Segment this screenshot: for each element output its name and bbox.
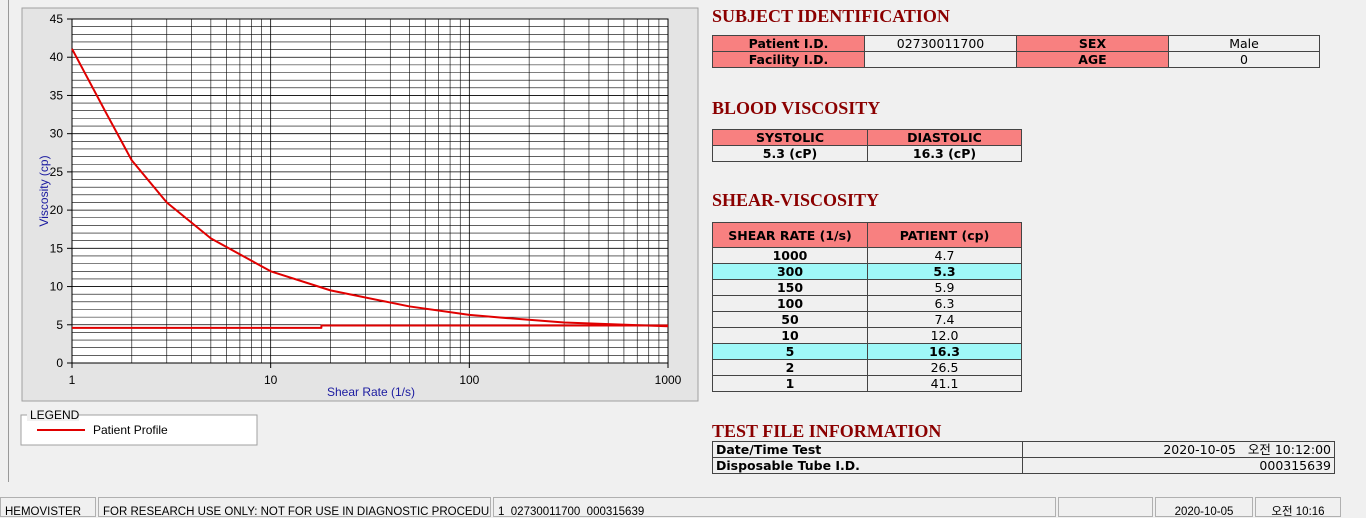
header-cell: SYSTOLIC: [712, 129, 868, 146]
plot-area: [71, 18, 669, 364]
header-cell: PATIENT (cp): [867, 222, 1022, 248]
shear-table: SHEAR RATE (1/s) PATIENT (cp) 1000 4.7 300…: [712, 222, 1022, 392]
status-cell: [1058, 497, 1153, 517]
y-tick-label: 20: [50, 203, 64, 217]
value-cell: [864, 51, 1017, 68]
value-cell: Male: [1168, 35, 1320, 52]
data-line: [72, 324, 668, 329]
shear-rate-cell: 2: [712, 359, 868, 376]
shear-rate-cell: 1000: [712, 247, 868, 264]
blood-table: SYSTOLIC DIASTOLIC 5.3 (cP) 16.3 (cP): [712, 129, 1022, 162]
section-title: BLOOD VISCOSITY: [712, 98, 881, 118]
y-tick-label: 0: [56, 356, 63, 370]
value-cell: 000315639: [1022, 457, 1335, 474]
viscosity-cell: 4.7: [867, 247, 1022, 264]
subject-table: Patient I.D. 02730011700 SEX Male Facili…: [712, 35, 1320, 68]
legend-label: Patient Profile: [93, 423, 168, 437]
row: Facility I.D. AGE 0: [712, 51, 1320, 68]
label-cell: Disposable Tube I.D.: [712, 457, 1023, 474]
x-tick-label: 100: [459, 373, 479, 387]
y-tick-label: 10: [50, 280, 64, 294]
viscosity-cell: 6.3: [867, 295, 1022, 312]
status-cell: 2020-10-05: [1155, 497, 1253, 517]
y-axis-label: Viscosity (cp): [37, 155, 51, 226]
legend-title-bg: [27, 409, 79, 421]
status-cell: FOR RESEARCH USE ONLY: NOT FOR USE IN DI…: [98, 497, 491, 517]
shear-rate-cell: 5: [712, 343, 868, 360]
y-tick-label: 30: [50, 127, 64, 141]
status-bar: HEMOVISTER FOR RESEARCH USE ONLY: NOT FO…: [0, 497, 1366, 518]
row: 300 5.3: [712, 263, 1022, 280]
viscosity-cell: 5.9: [867, 279, 1022, 296]
status-cell: HEMOVISTER: [0, 497, 96, 517]
x-tick-label: 1: [69, 373, 76, 387]
shear-rate-cell: 150: [712, 279, 868, 296]
viscosity-cell: 41.1: [867, 375, 1022, 392]
viscosity-cell: 5.3: [867, 263, 1022, 280]
label-cell: SEX: [1016, 35, 1169, 52]
row: 50 7.4: [712, 311, 1022, 328]
x-axis-label: Shear Rate (1/s): [327, 385, 415, 399]
row: 100 6.3: [712, 295, 1022, 312]
shear-rate-cell: 1: [712, 375, 868, 392]
row: 10 12.0: [712, 327, 1022, 344]
data-line: [71, 48, 669, 328]
header-cell: DIASTOLIC: [867, 129, 1022, 146]
value-cell: 2020-10-05 오전 10:12:00: [1022, 441, 1335, 458]
section-title: SHEAR-VISCOSITY: [712, 190, 880, 210]
row: 150 5.9: [712, 279, 1022, 296]
row: SHEAR RATE (1/s) PATIENT (cp): [712, 222, 1022, 248]
x-tick-label: 1000: [655, 373, 682, 387]
status-cell: 오전 10:16: [1255, 497, 1341, 517]
shear-rate-cell: 100: [712, 295, 868, 312]
row: 5.3 (cP) 16.3 (cP): [712, 145, 1022, 162]
value-cell: 5.3 (cP): [712, 145, 868, 162]
viscosity-cell: 26.5: [867, 359, 1022, 376]
y-tick-label: 5: [56, 318, 63, 332]
row: 2 26.5: [712, 359, 1022, 376]
row: Patient I.D. 02730011700 SEX Male: [712, 35, 1320, 52]
label-cell: Patient I.D.: [712, 35, 865, 52]
y-tick-label: 35: [50, 88, 64, 102]
section-title: SUBJECT IDENTIFICATION: [712, 6, 950, 26]
section-title: TEST FILE INFORMATION: [712, 421, 942, 441]
row: 1000 4.7: [712, 247, 1022, 264]
test-file-table: Date/Time Test 2020-10-05 오전 10:12:00 Di…: [712, 441, 1335, 474]
y-tick-label: 15: [50, 241, 64, 255]
row: 5 16.3: [712, 343, 1022, 360]
value-cell: 16.3 (cP): [867, 145, 1022, 162]
status-cell: 1 02730011700 000315639: [493, 497, 1056, 517]
value-cell: 02730011700: [864, 35, 1017, 52]
label-cell: Date/Time Test: [712, 441, 1023, 458]
row: Disposable Tube I.D. 000315639: [712, 457, 1335, 474]
x-tick-label: 10: [264, 373, 278, 387]
chart: Shear Rate (1/s) Viscosity (cp) LEGEND 0…: [20, 7, 699, 446]
header-cell: SHEAR RATE (1/s): [712, 222, 868, 248]
y-tick-label: 45: [50, 12, 64, 26]
viscosity-cell: 12.0: [867, 327, 1022, 344]
shear-rate-cell: 300: [712, 263, 868, 280]
viscosity-cell: 16.3: [867, 343, 1022, 360]
y-tick-label: 40: [50, 50, 64, 64]
shear-rate-cell: 50: [712, 311, 868, 328]
label-cell: Facility I.D.: [712, 51, 865, 68]
value-cell: 0: [1168, 51, 1320, 68]
row: 1 41.1: [712, 375, 1022, 392]
row: Date/Time Test 2020-10-05 오전 10:12:00: [712, 441, 1335, 458]
viscosity-cell: 7.4: [867, 311, 1022, 328]
shear-rate-cell: 10: [712, 327, 868, 344]
label-cell: AGE: [1016, 51, 1169, 68]
left-edge: [8, 0, 9, 482]
row: SYSTOLIC DIASTOLIC: [712, 129, 1022, 146]
y-tick-label: 25: [50, 165, 64, 179]
legend-title: LEGEND: [30, 408, 80, 422]
